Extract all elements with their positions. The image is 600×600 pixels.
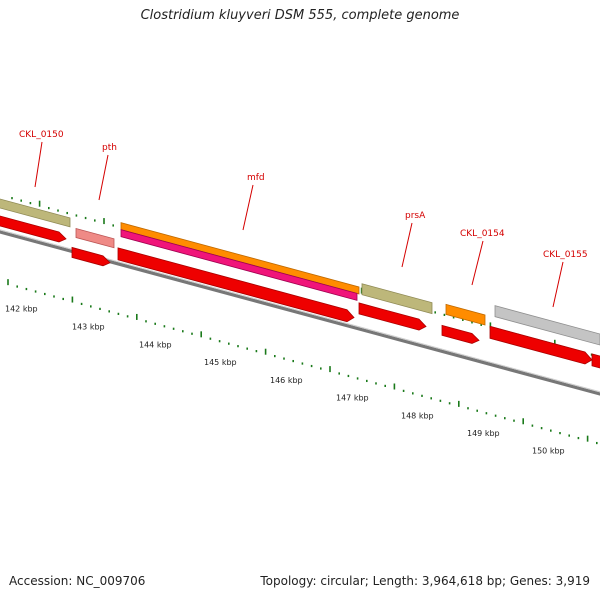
genome-summary-text: Topology: circular; Length: 3,964,618 bp… — [260, 574, 590, 588]
feature-bar-mfd-magenta — [120, 229, 358, 301]
cds-arrow-ckl0154 — [441, 324, 480, 344]
cds-label-ckl0154-leader — [471, 240, 484, 286]
label-leader-lines — [34, 141, 564, 308]
cds-label-prsa: prsA — [405, 211, 426, 221]
cds-arrow-next — [591, 353, 600, 369]
cds-label-pth-leader — [98, 154, 109, 201]
cds-label-mfd: mfd — [247, 173, 265, 183]
feature-bar-prsa — [361, 283, 433, 315]
kbp-label: 145 kbp — [204, 358, 237, 367]
kbp-label: 150 kbp — [532, 447, 565, 456]
cds-arrow-pth — [71, 246, 111, 267]
kbp-label: 149 kbp — [467, 429, 500, 438]
kbp-label: 146 kbp — [270, 376, 303, 385]
map-title: Clostridium kluyveri DSM 555, complete g… — [140, 8, 460, 23]
kbp-label-layer: 142 kbp 143 kbp 144 kbp 145 kbp 146 kbp 147 k… — [5, 304, 565, 455]
cds-label-ckl0155: CKL_0155 — [543, 250, 588, 260]
feature-bar-ckl0154 — [445, 303, 486, 326]
cds-arrow-mfd — [117, 247, 355, 323]
cds-label-ckl0150-leader — [34, 141, 43, 188]
kbp-label: 144 kbp — [139, 341, 172, 350]
kbp-label: 143 kbp — [72, 322, 105, 331]
feature-bar-pth — [75, 227, 115, 249]
cds-arrow-ckl0150 — [0, 215, 67, 243]
cds-label-ckl0154: CKL_0154 — [460, 229, 505, 239]
feature-bar-ckl0150 — [0, 198, 71, 228]
cds-label-pth: pth — [102, 143, 117, 153]
feature-bar-ckl0155 — [494, 305, 600, 346]
kbp-label: 142 kbp — [5, 304, 38, 313]
kbp-label: 147 kbp — [336, 394, 369, 403]
cds-label-ckl0155-leader — [552, 261, 564, 308]
accession-text: Accession: NC_009706 — [9, 574, 146, 588]
cds-label-mfd-leader — [242, 184, 254, 231]
cds-arrow-ckl0155 — [489, 325, 593, 365]
cds-label-ckl0150: CKL_0150 — [19, 130, 64, 140]
cds-arrow-track — [0, 215, 600, 369]
kbp-label: 148 kbp — [401, 411, 434, 420]
inner-tick-track — [7, 279, 598, 445]
cds-arrow-prsa — [358, 302, 427, 331]
feature-track — [0, 198, 600, 346]
feature-bar-mfd-orange — [120, 222, 360, 295]
cds-label-prsa-leader — [401, 222, 413, 268]
